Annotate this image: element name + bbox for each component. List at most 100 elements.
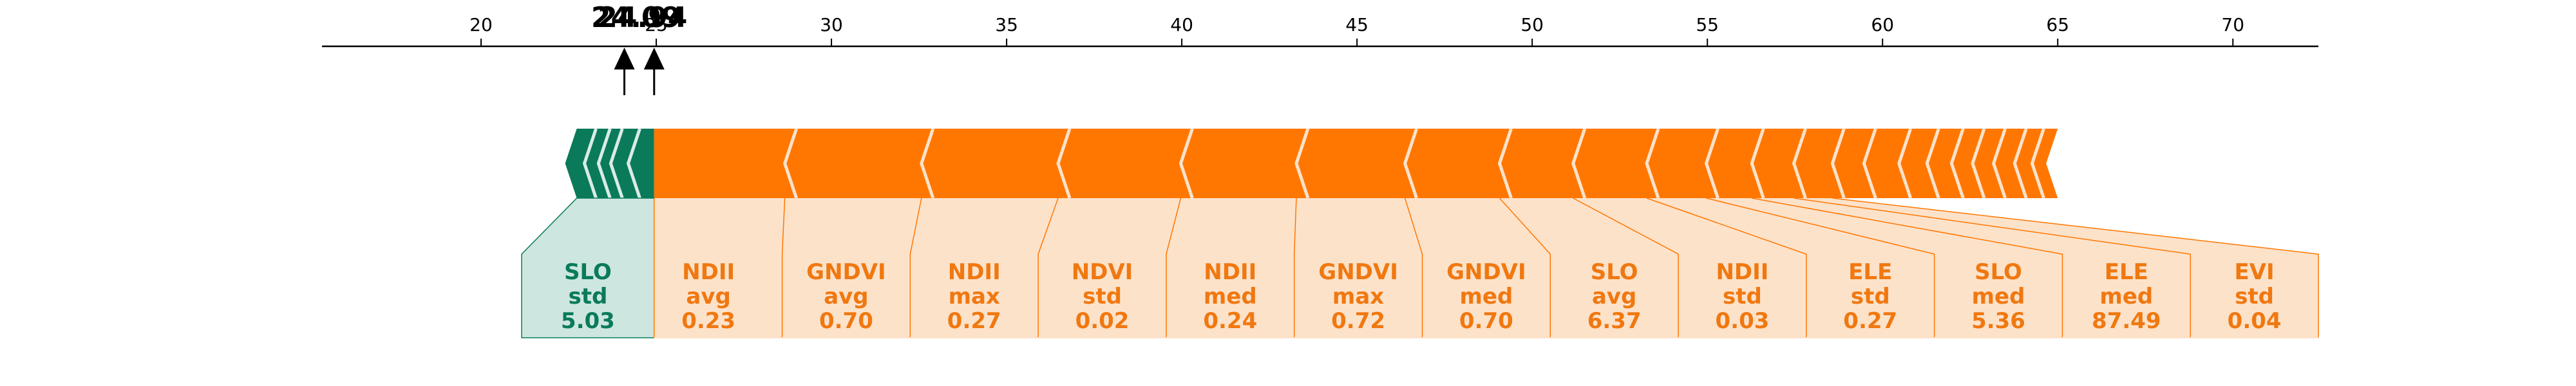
marker-arrowhead — [643, 48, 665, 69]
x-tick-label: 20 — [469, 14, 493, 35]
x-tick-label: 55 — [1696, 14, 1719, 35]
x-tick-label: 65 — [2046, 14, 2069, 35]
positive-segment-separator — [920, 128, 935, 199]
x-tick-label: 45 — [1345, 14, 1368, 35]
label-divider — [1752, 198, 2063, 338]
positive-segment-separator — [1179, 128, 1194, 199]
feature-name: NDVI — [1072, 259, 1133, 285]
feature-value: 0.70 — [1459, 308, 1513, 334]
feature-labels: SLOstd5.03NDIIavg0.23GNDVIavg0.70NDIImax… — [521, 198, 2319, 338]
feature-name: GNDVI — [1318, 259, 1398, 285]
negative-segment-separator — [609, 128, 624, 199]
positive-segment-separator — [1897, 128, 1913, 199]
feature-value: 0.27 — [947, 308, 1001, 334]
feature-name: ELE — [2105, 259, 2148, 285]
x-axis: 20 25 30 35 40 45 50 55 60 65 70 — [322, 14, 2318, 48]
positive-label-connector-fill — [654, 198, 2319, 254]
positive-segment-separator — [1830, 128, 1846, 199]
feature-stat: std — [1851, 284, 1890, 309]
feature-value: 0.70 — [819, 308, 873, 334]
feature-name: SLO — [564, 259, 612, 285]
positive-segment-separator — [1971, 128, 1986, 199]
positive-segment-separator — [1862, 128, 1877, 199]
feature-name: GNDVI — [806, 259, 886, 285]
feature-name: SLO — [1591, 259, 1638, 285]
x-tick-label: 30 — [820, 14, 843, 35]
x-tick-label: 40 — [1170, 14, 1193, 35]
positive-segment-separator — [1925, 128, 1940, 199]
feature-name: NDII — [1204, 259, 1256, 285]
positive-segment-separator — [1949, 128, 1965, 199]
feature-value: 5.03 — [561, 308, 615, 334]
positive-segment-separator — [1750, 128, 1765, 199]
positive-force-bar — [654, 129, 2058, 198]
positive-segment-separator — [1294, 128, 1310, 199]
label-divider — [1573, 198, 1679, 338]
feature-stat: med — [1459, 284, 1513, 309]
marker-arrowhead — [614, 48, 635, 69]
feature-value: 5.36 — [1971, 308, 2025, 334]
positive-segment-separator — [1991, 128, 2007, 199]
feature-stat: max — [949, 284, 1000, 309]
positive-segment-separator — [2012, 128, 2028, 199]
label-divider — [1037, 198, 1059, 338]
force-bar — [565, 128, 2058, 199]
positive-segment-separator — [2030, 128, 2045, 199]
positive-segment-separator — [783, 128, 799, 199]
positive-segment-separator — [1704, 128, 1719, 199]
feature-value: 0.03 — [1716, 308, 1770, 334]
feature-stat: std — [1083, 284, 1122, 309]
negative-segment-separator — [596, 128, 612, 199]
feature-name: NDII — [948, 259, 1001, 285]
feature-stat: med — [1972, 284, 2025, 309]
label-divider — [1404, 198, 1423, 338]
feature-name: GNDVI — [1446, 259, 1526, 285]
feature-value: 0.02 — [1075, 308, 1130, 334]
label-divider — [1293, 198, 1297, 338]
positive-segment-separator — [1056, 128, 1072, 199]
marker-label: 24.09 — [591, 1, 681, 34]
feature-value: 87.49 — [2092, 308, 2161, 334]
feature-stat: std — [568, 284, 607, 309]
negative-label-band — [521, 198, 655, 338]
feature-value: 0.04 — [2228, 308, 2282, 334]
label-divider — [1832, 198, 2319, 338]
feature-name: ELE — [1848, 259, 1892, 285]
feature-stat: avg — [824, 284, 868, 309]
feature-stat: max — [1332, 284, 1384, 309]
x-tick-label: 50 — [1520, 14, 1544, 35]
feature-name: SLO — [1975, 259, 2022, 285]
positive-segment-separator — [1403, 128, 1418, 199]
positive-segment-separator — [1571, 128, 1587, 199]
feature-value: 0.27 — [1843, 308, 1897, 334]
feature-value: 0.23 — [681, 308, 735, 334]
feature-stat: std — [2235, 284, 2274, 309]
feature-name: NDII — [682, 259, 735, 285]
label-divider — [1499, 198, 1551, 338]
label-divider — [1706, 198, 1935, 338]
feature-value: 0.72 — [1331, 308, 1385, 334]
negative-segment-separator — [626, 128, 641, 199]
feature-stat: std — [1723, 284, 1762, 309]
positive-segment-separator — [1497, 128, 1513, 199]
feature-name: EVI — [2235, 259, 2275, 285]
x-tick-label: 60 — [1871, 14, 1894, 35]
negative-segment-separator — [582, 128, 598, 199]
feature-name: NDII — [1716, 259, 1768, 285]
feature-value: 0.24 — [1203, 308, 1257, 334]
feature-stat: avg — [1592, 284, 1636, 309]
label-divider — [781, 198, 786, 338]
positive-label-band — [654, 254, 2319, 338]
marker-label: 24.94 — [598, 1, 687, 34]
label-divider — [909, 198, 922, 338]
label-divider — [1646, 198, 1807, 338]
x-tick-label: 25 — [645, 14, 668, 35]
positive-segment-separator — [1792, 128, 1807, 199]
label-divider — [1794, 198, 2191, 338]
x-tick-label: 70 — [2221, 14, 2244, 35]
feature-value: 6.37 — [1587, 308, 1642, 334]
feature-stat: avg — [686, 284, 730, 309]
positive-segment-separator — [1645, 128, 1660, 199]
